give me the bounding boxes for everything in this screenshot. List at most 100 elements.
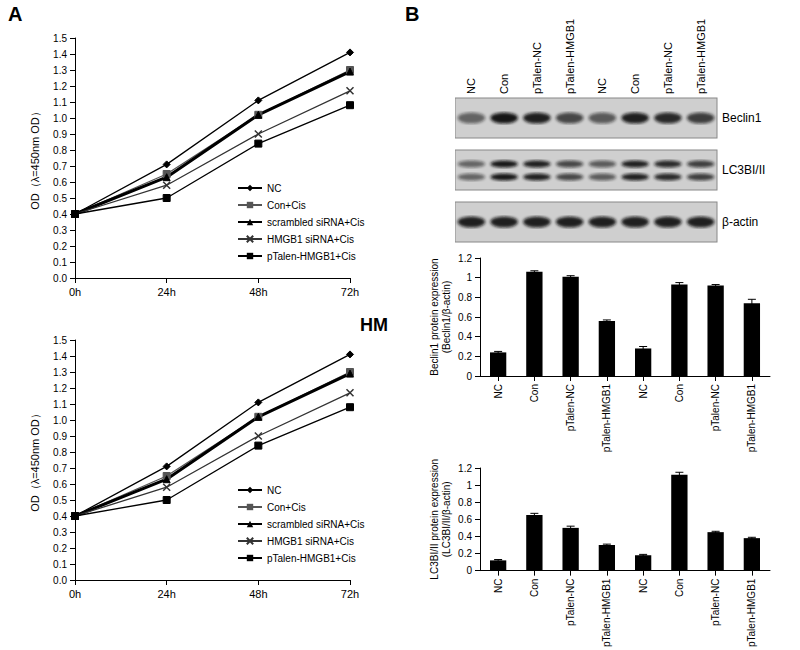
svg-text:HMGB1 siRNA+Cis: HMGB1 siRNA+Cis xyxy=(267,536,354,547)
svg-text:Con+Cis: Con+Cis xyxy=(267,502,306,513)
svg-text:48h: 48h xyxy=(249,286,267,298)
svg-text:0.0: 0.0 xyxy=(53,273,67,284)
svg-text:Con: Con xyxy=(529,579,540,597)
svg-text:(LC3BI/II/β-actin): (LC3BI/II/β-actin) xyxy=(441,481,452,557)
svg-text:0: 0 xyxy=(466,565,472,576)
svg-text:pTalen-NC: pTalen-NC xyxy=(710,384,721,431)
svg-text:β-actin: β-actin xyxy=(722,215,758,229)
svg-text:1.1: 1.1 xyxy=(53,399,67,410)
svg-text:(Beclin1/β-actin): (Beclin1/β-actin) xyxy=(441,281,452,353)
svg-text:1.2: 1.2 xyxy=(458,253,472,264)
svg-text:0h: 0h xyxy=(69,286,81,298)
svg-text:0.7: 0.7 xyxy=(53,161,67,172)
svg-text:NC: NC xyxy=(638,579,649,593)
svg-text:0.3: 0.3 xyxy=(53,527,67,538)
svg-text:Beclin1: Beclin1 xyxy=(722,111,762,125)
svg-text:OD（λ=450nm OD）: OD（λ=450nm OD） xyxy=(29,106,41,210)
svg-text:pTalen-HMGB1: pTalen-HMGB1 xyxy=(601,384,612,453)
svg-text:NC: NC xyxy=(638,384,649,398)
svg-text:0.2: 0.2 xyxy=(53,543,67,554)
svg-text:A: A xyxy=(8,3,22,25)
svg-text:0.8: 0.8 xyxy=(53,447,67,458)
svg-text:0.4: 0.4 xyxy=(458,331,472,342)
svg-text:pTalen-HMGB1: pTalen-HMGB1 xyxy=(601,578,612,647)
svg-text:0.9: 0.9 xyxy=(53,431,67,442)
svg-text:HMGB1 siRNA+Cis: HMGB1 siRNA+Cis xyxy=(267,234,354,245)
svg-text:0: 0 xyxy=(466,371,472,382)
svg-text:B: B xyxy=(405,3,419,25)
svg-text:1.0: 1.0 xyxy=(53,415,67,426)
svg-text:1.1: 1.1 xyxy=(53,97,67,108)
svg-text:Con+Cis: Con+Cis xyxy=(267,200,306,211)
svg-text:pTalen-HMGB1: pTalen-HMGB1 xyxy=(746,578,757,647)
svg-text:24h: 24h xyxy=(157,588,175,600)
svg-text:NC: NC xyxy=(493,579,504,593)
svg-text:HM: HM xyxy=(360,315,388,335)
svg-text:Con: Con xyxy=(498,74,510,94)
svg-text:LC3BI/II protein expression: LC3BI/II protein expression xyxy=(429,459,440,580)
svg-text:pTalen-NC: pTalen-NC xyxy=(565,579,576,626)
svg-text:NC: NC xyxy=(267,183,281,194)
svg-text:0.6: 0.6 xyxy=(53,177,67,188)
svg-text:NC: NC xyxy=(493,384,504,398)
svg-text:1: 1 xyxy=(466,480,472,491)
svg-text:0.6: 0.6 xyxy=(458,514,472,525)
svg-text:LC3BI/II: LC3BI/II xyxy=(722,163,765,177)
svg-text:Con: Con xyxy=(674,579,685,597)
svg-text:0.8: 0.8 xyxy=(458,497,472,508)
svg-text:0.9: 0.9 xyxy=(53,129,67,140)
svg-text:72h: 72h xyxy=(341,286,359,298)
svg-text:0.2: 0.2 xyxy=(458,548,472,559)
svg-text:1.2: 1.2 xyxy=(458,463,472,474)
svg-text:pTalen-NC: pTalen-NC xyxy=(710,579,721,626)
svg-text:0.1: 0.1 xyxy=(53,559,67,570)
svg-text:0.4: 0.4 xyxy=(53,209,67,220)
svg-text:0.5: 0.5 xyxy=(53,193,67,204)
svg-text:Con: Con xyxy=(629,74,641,94)
svg-text:0.8: 0.8 xyxy=(458,292,472,303)
svg-text:pTalen-HMGB1: pTalen-HMGB1 xyxy=(695,19,707,94)
svg-text:0.4: 0.4 xyxy=(53,511,67,522)
svg-text:1: 1 xyxy=(466,272,472,283)
svg-text:pTalen-NC: pTalen-NC xyxy=(531,42,543,94)
svg-text:1.3: 1.3 xyxy=(53,367,67,378)
svg-text:72h: 72h xyxy=(341,588,359,600)
svg-text:NC: NC xyxy=(267,485,281,496)
svg-text:0.2: 0.2 xyxy=(458,351,472,362)
svg-text:pTalen-HMGB1: pTalen-HMGB1 xyxy=(746,384,757,453)
svg-text:48h: 48h xyxy=(249,588,267,600)
svg-text:OD（λ=450nm OD）: OD（λ=450nm OD） xyxy=(29,408,41,512)
svg-text:pTalen-HMGB1: pTalen-HMGB1 xyxy=(564,19,576,94)
svg-text:0.1: 0.1 xyxy=(53,257,67,268)
svg-text:pTalen-NC: pTalen-NC xyxy=(565,384,576,431)
svg-text:0.4: 0.4 xyxy=(458,531,472,542)
svg-text:Con: Con xyxy=(674,384,685,402)
svg-text:pTalen-NC: pTalen-NC xyxy=(662,42,674,94)
svg-text:NC: NC xyxy=(596,78,608,94)
svg-text:1.4: 1.4 xyxy=(53,351,67,362)
svg-text:0.8: 0.8 xyxy=(53,145,67,156)
svg-text:NC: NC xyxy=(465,78,477,94)
svg-text:0.2: 0.2 xyxy=(53,241,67,252)
svg-text:pTalen-HMGB1+Cis: pTalen-HMGB1+Cis xyxy=(267,553,356,564)
svg-text:0.3: 0.3 xyxy=(53,225,67,236)
svg-text:1.5: 1.5 xyxy=(53,335,67,346)
svg-text:1.2: 1.2 xyxy=(53,383,67,394)
svg-text:24h: 24h xyxy=(157,286,175,298)
svg-text:scrambled siRNA+Cis: scrambled siRNA+Cis xyxy=(267,519,365,530)
svg-text:1.5: 1.5 xyxy=(53,33,67,44)
svg-text:0.5: 0.5 xyxy=(53,495,67,506)
svg-text:Con: Con xyxy=(529,384,540,402)
svg-text:Beclin1 protein expression: Beclin1 protein expression xyxy=(429,258,440,375)
svg-text:0.0: 0.0 xyxy=(53,575,67,586)
svg-text:pTalen-HMGB1+Cis: pTalen-HMGB1+Cis xyxy=(267,251,356,262)
svg-text:1.3: 1.3 xyxy=(53,65,67,76)
svg-text:1.2: 1.2 xyxy=(53,81,67,92)
svg-text:scrambled siRNA+Cis: scrambled siRNA+Cis xyxy=(267,217,365,228)
svg-text:1.4: 1.4 xyxy=(53,49,67,60)
svg-text:0.7: 0.7 xyxy=(53,463,67,474)
svg-text:0.6: 0.6 xyxy=(458,312,472,323)
svg-text:1.0: 1.0 xyxy=(53,113,67,124)
svg-text:0.6: 0.6 xyxy=(53,479,67,490)
svg-text:0h: 0h xyxy=(69,588,81,600)
